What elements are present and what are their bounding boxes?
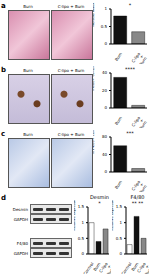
svg-text:0: 0 [104,105,107,110]
svg-text:% F4/80+ cells: % F4/80+ cells [93,130,95,155]
svg-text:1.5: 1.5 [116,204,123,209]
html-text:GAPDH: GAPDH [13,250,28,256]
html-text:F4/80: F4/80 [130,194,145,200]
svg-text:Burn: Burn [114,51,124,62]
svg-text:0.5: 0.5 [116,236,123,241]
html-text:F4/80: F4/80 [16,240,28,246]
svg-text:0.5: 0.5 [101,24,108,29]
html-text:b: b [1,66,6,74]
svg-text:C-lipo+Burn: C-lipo+Burn [130,115,142,128]
html-text:C-lipo + Burn: C-lipo + Burn [57,4,85,9]
html-text:d: d [1,194,6,202]
svg-text:0: 0 [104,169,107,174]
svg-text:40: 40 [102,152,108,157]
html-text:a: a [1,2,6,10]
svg-text:20: 20 [102,88,108,93]
svg-text:C-lipo+Burn: C-lipo+Burn [98,261,111,274]
html-text:Desmin: Desmin [12,206,28,212]
svg-text:1: 1 [104,6,107,11]
html-text:Burn: Burn [23,132,33,137]
html-text:Burn: Burn [23,4,33,9]
svg-text:Relative expression: Relative expression [112,200,114,231]
svg-text:0: 0 [104,41,107,46]
svg-text:Burn: Burn [114,115,124,126]
html-text:GAPDH: GAPDH [13,216,28,222]
svg-text:0: 0 [119,251,122,256]
svg-text:1: 1 [119,220,122,225]
html-text:Desmin: Desmin [90,194,109,200]
svg-text:C-lipo+Burn: C-lipo+Burn [130,51,142,64]
html-text:C-lipo + Burn: C-lipo + Burn [57,68,85,73]
svg-text:40: 40 [102,70,108,75]
html-text:c: c [1,130,6,138]
svg-text:Fibrosis index: Fibrosis index [93,3,95,27]
svg-text:0: 0 [81,251,84,256]
html-text:Burn: Burn [23,68,33,73]
svg-text:F4/80+ cells/HPF: F4/80+ cells/HPF [93,66,95,91]
html-text:C-lipo + Burn: C-lipo + Burn [57,132,85,137]
svg-text:1.5: 1.5 [78,204,85,209]
svg-text:C-lipo+Burn: C-lipo+Burn [136,261,142,274]
svg-text:C-lipo+Burn: C-lipo+Burn [130,179,142,192]
svg-text:80: 80 [102,134,108,139]
svg-text:Burn: Burn [114,179,124,190]
svg-text:0.5: 0.5 [78,236,85,241]
svg-text:Relative expression: Relative expression [74,200,76,231]
svg-text:1: 1 [81,220,84,225]
